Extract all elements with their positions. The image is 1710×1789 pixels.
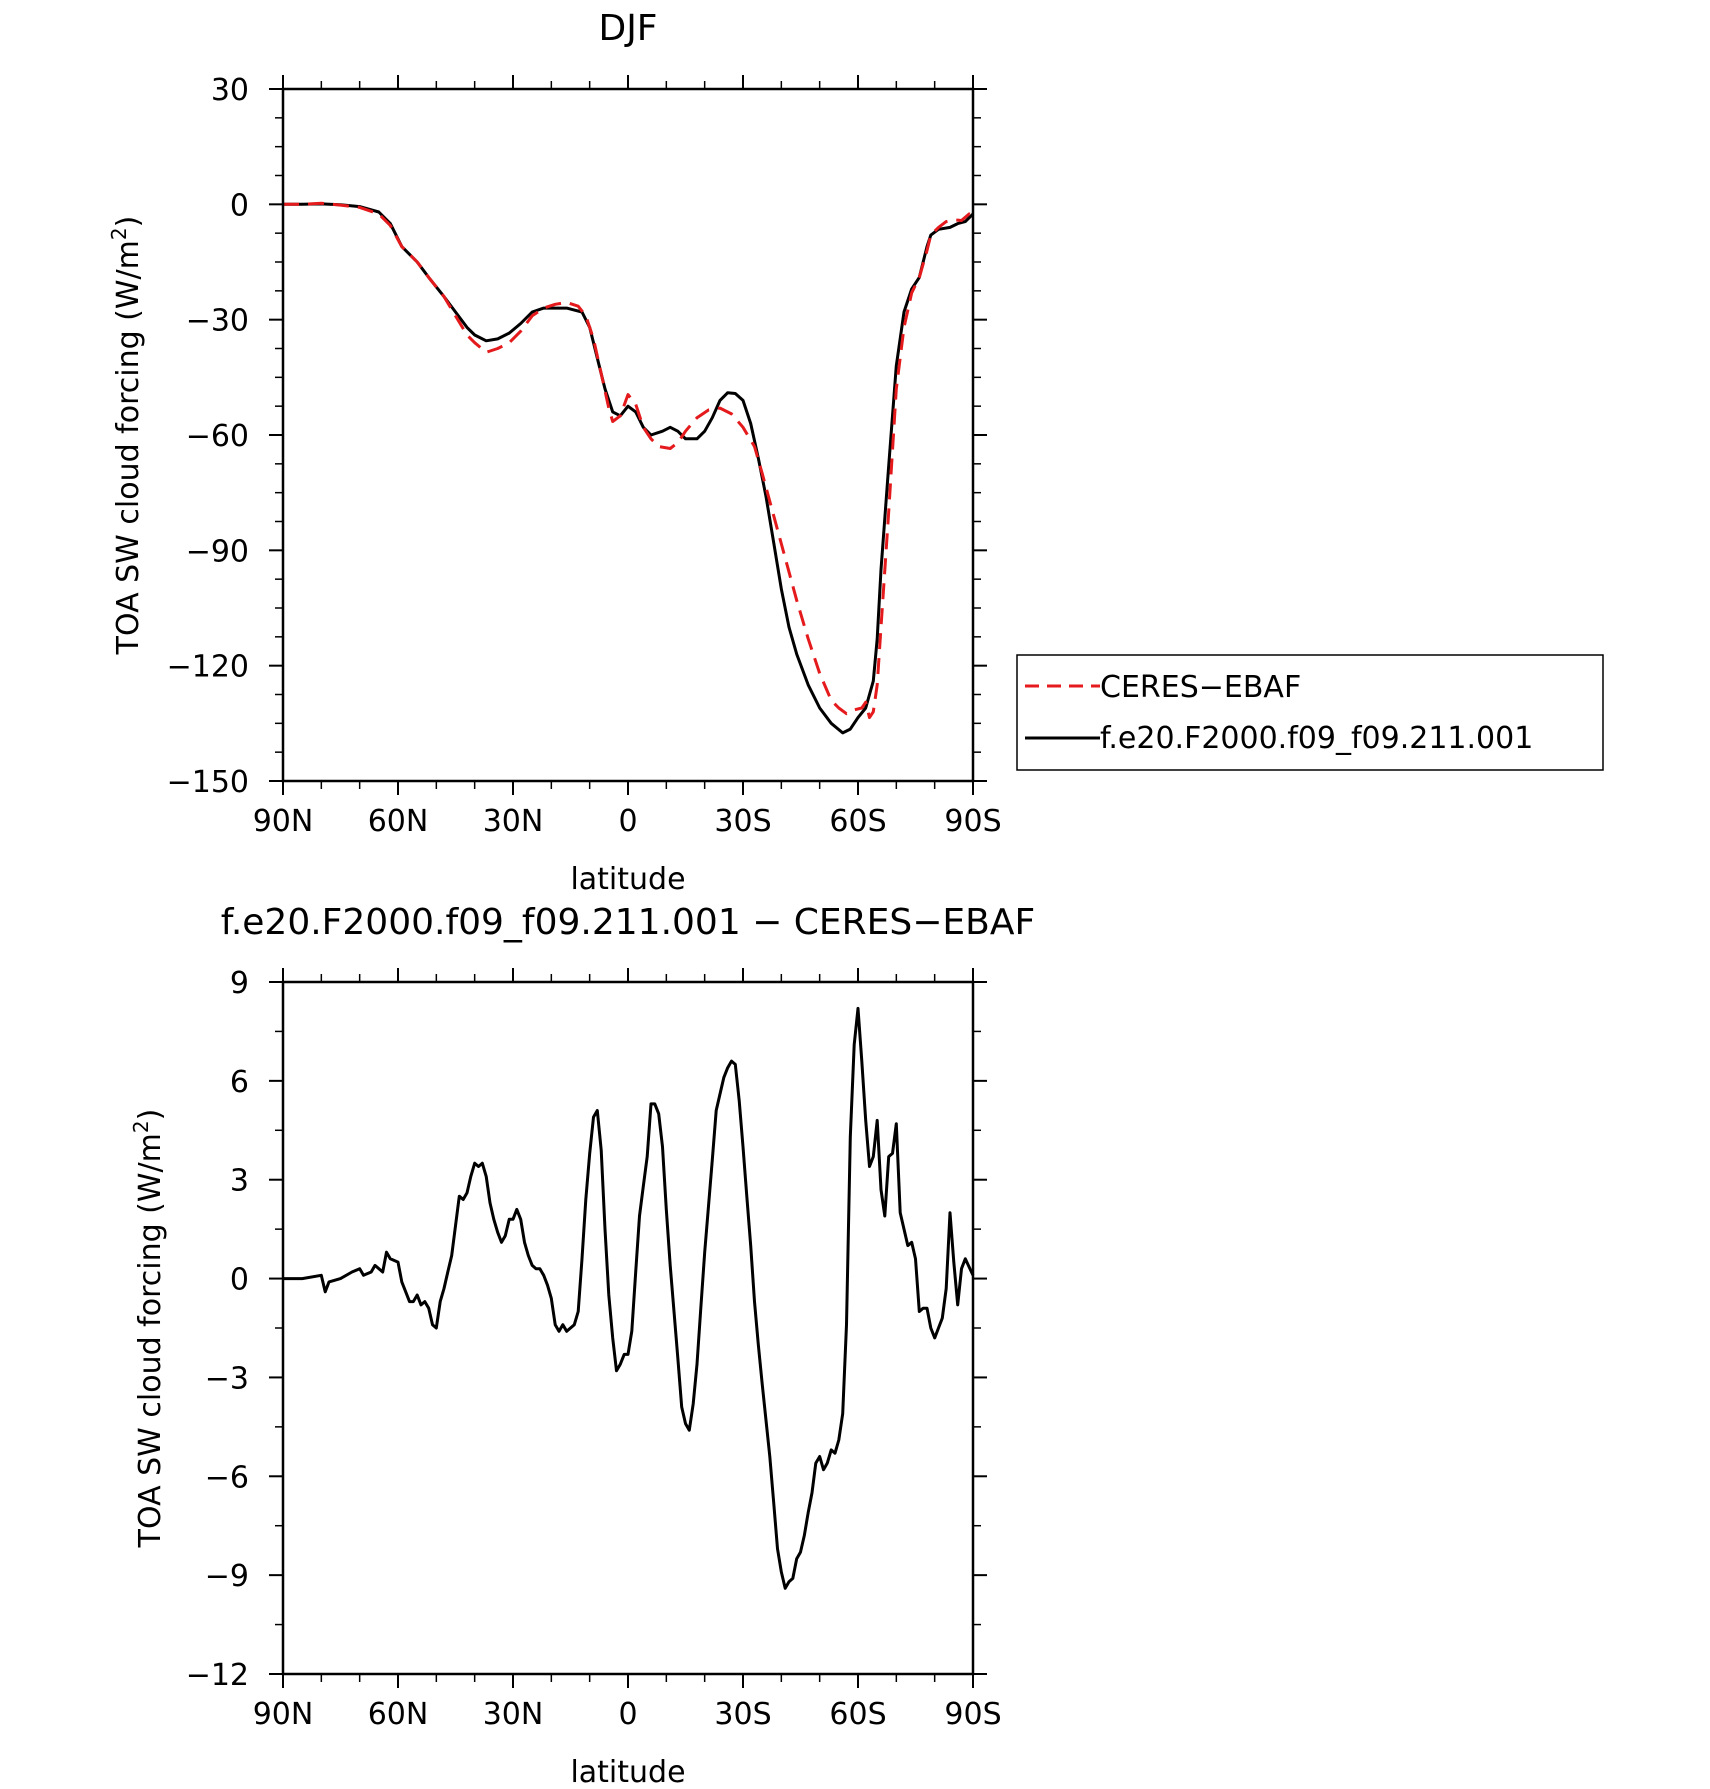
bottom-chart-title: f.e20.F2000.f09_f09.211.001 − CERES−EBAF [221,902,1035,943]
bottom-series-layer [283,1006,975,1590]
bottom-x-tick-label-3: 0 [618,1697,637,1732]
top-plot-frame [281,87,975,783]
bottom-x-tick-label-4: 30S [714,1697,771,1732]
bottom-y-tick-label-0: 9 [230,966,249,1001]
bottom-x-tick-label-0: 90N [253,1697,314,1732]
bottom-tick-labels: 90N 60N 30N 0 30S 60S 90S 9 6 3 0 −3 −6 −9 −12 [186,966,1002,1732]
top-y-tick-label-1: 0 [230,188,249,223]
legend: CERES−EBAF f.e20.F2000.f09_f09.211.001 [1016,654,1604,771]
top-series-line-0 [283,201,974,720]
top-chart-title: DJF [598,8,657,49]
bottom-series-line-0 [283,1006,975,1590]
bottom-y-axis-title-sup: 2 [129,1120,153,1133]
bottom-y-axis-title: TOA SW cloud forcing (W/m2) [129,1109,168,1549]
top-y-axis-title-main: TOA SW cloud forcing (W/m [111,240,146,655]
top-y-tick-label-5: −120 [167,650,249,685]
bottom-y-axis-title-main: TOA SW cloud forcing (W/m [133,1133,168,1548]
bottom-x-tick-label-1: 60N [368,1697,429,1732]
bottom-x-tick-label-2: 30N [483,1697,544,1732]
top-x-tick-label-0: 90N [253,804,314,839]
top-tick-labels: 90N 60N 30N 0 30S 60S 90S 30 0 −30 −60 −90 −120 −150 [167,73,1002,839]
top-x-tick-label-3: 0 [618,804,637,839]
bottom-y-tick-label-3: 0 [230,1263,249,1298]
top-series-layer [283,201,975,735]
top-x-tick-label-4: 30S [714,804,771,839]
top-y-axis-title-sup: 2 [107,227,131,240]
legend-label-ceres: CERES−EBAF [1100,670,1301,705]
top-y-axis-title-end: ) [111,216,146,228]
top-ticks [269,75,987,795]
top-y-axis-title: TOA SW cloud forcing (W/m2) [107,216,146,656]
top-x-tick-label-5: 60S [829,804,886,839]
top-x-tick-label-2: 30N [483,804,544,839]
bottom-y-tick-label-4: −3 [205,1361,249,1396]
bottom-y-tick-label-1: 6 [230,1065,249,1100]
top-x-tick-label-1: 60N [368,804,429,839]
top-y-tick-label-3: −60 [186,419,249,454]
top-panel: DJF 90N 60N 30N 0 30S 60S 90S 30 0 −30 −60 −90 −120 −… [107,8,1604,897]
top-y-tick-label-2: −30 [186,304,249,339]
top-y-tick-label-6: −150 [167,765,249,800]
bottom-x-axis-title: latitude [570,1755,685,1789]
bottom-y-axis-title-end: ) [133,1109,168,1121]
legend-label-model: f.e20.F2000.f09_f09.211.001 [1100,721,1533,756]
top-x-tick-label-6: 90S [944,804,1001,839]
bottom-y-tick-label-7: −12 [186,1658,249,1693]
top-y-tick-label-0: 30 [211,73,249,108]
bottom-y-tick-label-5: −6 [205,1460,249,1495]
bottom-ticks [269,968,987,1688]
top-y-tick-label-4: −90 [186,534,249,569]
bottom-x-tick-label-5: 60S [829,1697,886,1732]
bottom-x-tick-label-6: 90S [944,1697,1001,1732]
legend-box [1016,654,1604,771]
bottom-y-tick-label-6: −9 [205,1559,249,1594]
top-series-line-1 [283,202,975,735]
top-x-axis-title: latitude [570,862,685,897]
bottom-panel: f.e20.F2000.f09_f09.211.001 − CERES−EBAF… [129,902,1035,1789]
bottom-plot-frame [281,980,975,1676]
bottom-y-tick-label-2: 3 [230,1164,249,1199]
